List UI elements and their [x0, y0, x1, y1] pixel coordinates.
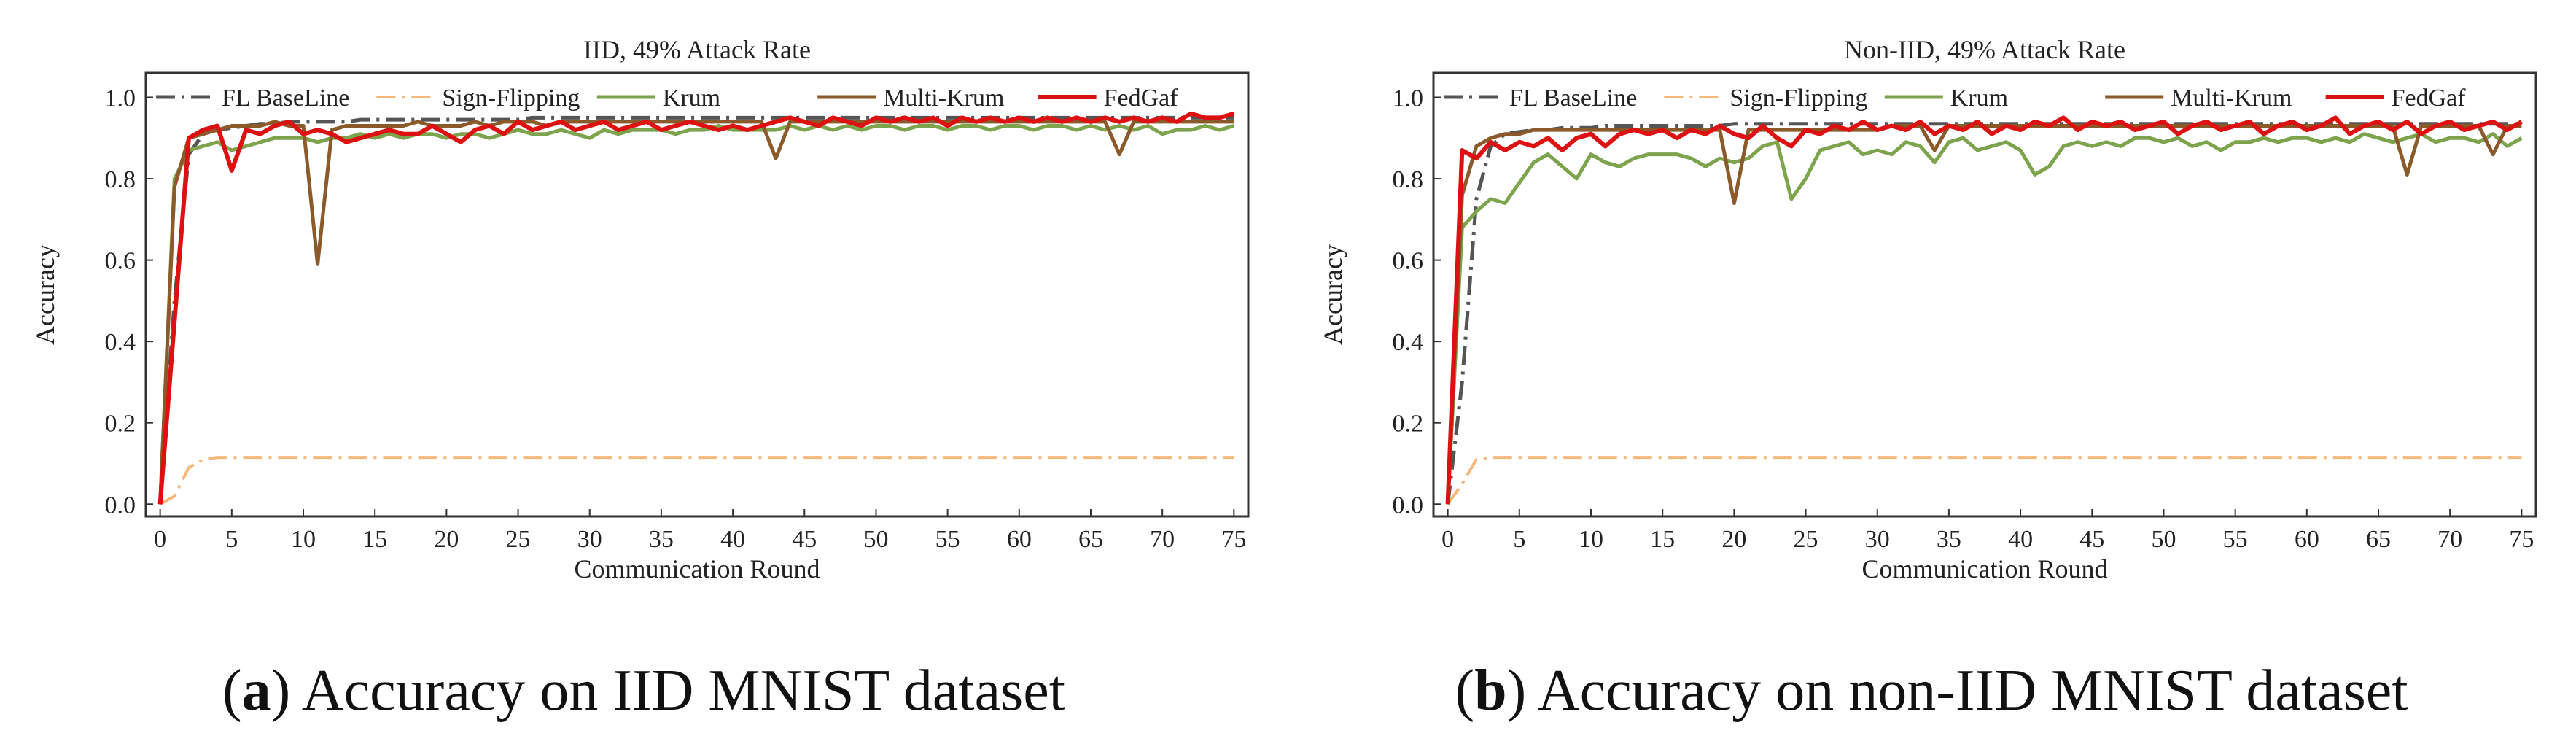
x-tick-label: 25 — [1794, 526, 1818, 553]
caption-text: Accuracy on IID MNIST dataset — [301, 659, 1065, 723]
caption-iid: (a) Accuracy on IID MNIST dataset — [222, 659, 1065, 723]
legend-label: FedGaf — [1104, 85, 1179, 112]
legend-label: Sign-Flipping — [442, 85, 580, 112]
series-line-sign-flipping — [159, 456, 1234, 506]
x-tick-label: 5 — [225, 526, 238, 553]
chart-title: Non-IID, 49% Attack Rate — [1844, 35, 2125, 64]
x-axis-label: Communication Round — [575, 554, 820, 584]
series-line-krum — [158, 124, 1235, 505]
legend-label: Multi-Krum — [2171, 85, 2292, 112]
y-tick-label: 0.8 — [1393, 166, 1424, 193]
plot-frame — [1432, 71, 2537, 518]
y-tick-label: 0.4 — [105, 329, 136, 356]
x-tick-label: 65 — [2366, 526, 2391, 553]
series-line-fl-baseline — [1446, 122, 2522, 505]
y-tick-label: 0.2 — [1393, 411, 1424, 438]
legend: FL BaseLine Sign-Flipping Krum Multi-Krum Fe… — [156, 85, 1178, 112]
series-line-sign-flipping — [1446, 456, 2522, 505]
chart-non-iid: Non-IID, 49% Attack Rate 0 5 10 15 20 25 30 35 40… — [1318, 35, 2537, 584]
x-tick-label: 55 — [2223, 526, 2248, 553]
y-tick-label: 0.6 — [105, 248, 136, 275]
y-tick-label: 1.0 — [1393, 85, 1424, 112]
x-tick-label: 40 — [2008, 526, 2033, 553]
x-tick-label: 10 — [291, 526, 316, 553]
plot-frame — [144, 71, 1250, 518]
x-tick-label: 0 — [1441, 526, 1454, 553]
caption-label: b — [1474, 659, 1507, 723]
series-line-multi-krum — [158, 120, 1234, 505]
x-tick-label: 0 — [154, 526, 166, 553]
x-tick-label: 5 — [1513, 526, 1525, 553]
x-tick-label: 70 — [2437, 526, 2462, 553]
y-tick-label: 0.0 — [1393, 492, 1424, 519]
y-axis-label: Accuracy — [31, 244, 60, 345]
x-tick-label: 50 — [2151, 526, 2176, 553]
caption-non-iid: (b) Accuracy on non-IID MNIST dataset — [1455, 659, 2408, 723]
y-tick-label: 0.0 — [105, 492, 136, 519]
legend-label: Multi-Krum — [883, 85, 1004, 112]
y-tick-label: 0.6 — [1393, 248, 1424, 275]
chart-panel-iid: IID, 49% Attack Rate 0 5 10 15 20 25 30 35 40 45 50… — [31, 35, 1250, 723]
legend: FL BaseLine Sign-Flipping Krum Multi-Krum Fe… — [1444, 85, 2466, 112]
legend-label: FedGaf — [2392, 85, 2467, 112]
legend-label: Krum — [1950, 85, 2008, 112]
x-tick-label: 45 — [792, 526, 817, 553]
x-tick-label: 20 — [1721, 526, 1746, 553]
x-tick-label: 60 — [1007, 526, 1032, 553]
chart-title: IID, 49% Attack Rate — [583, 35, 811, 64]
x-tick-label: 60 — [2295, 526, 2319, 553]
x-tick-label: 75 — [1221, 526, 1246, 553]
x-tick-label: 45 — [2079, 526, 2104, 553]
x-tick-label: 15 — [1650, 526, 1675, 553]
series-line-fl-baseline — [158, 115, 1234, 505]
y-tick-label: 0.4 — [1393, 329, 1424, 356]
series-line-fedgaf — [157, 111, 1235, 505]
x-tick-label: 50 — [863, 526, 888, 553]
x-tick-label: 65 — [1078, 526, 1103, 553]
x-tick-label: 30 — [577, 526, 602, 553]
x-tick-label: 35 — [649, 526, 674, 553]
x-tick-label: 10 — [1579, 526, 1603, 553]
series-line-krum — [1446, 132, 2523, 505]
y-axis-label: Accuracy — [1318, 244, 1347, 345]
x-tick-label: 25 — [506, 526, 531, 553]
x-tick-label: 40 — [720, 526, 745, 553]
legend-label: FL BaseLine — [222, 85, 349, 112]
x-tick-label: 20 — [434, 526, 459, 553]
legend-label: FL BaseLine — [1509, 85, 1637, 112]
y-tick-label: 0.2 — [105, 411, 136, 438]
x-tick-label: 70 — [1150, 526, 1175, 553]
y-tick-label: 0.8 — [105, 166, 136, 193]
x-tick-label: 75 — [2509, 526, 2534, 553]
x-tick-label: 15 — [362, 526, 387, 553]
x-axis-label: Communication Round — [1862, 554, 2108, 584]
chart-panel-non-iid: Non-IID, 49% Attack Rate 0 5 10 15 20 25 30 35 40… — [1288, 0, 2575, 752]
series-line-fedgaf — [1445, 115, 2523, 505]
caption-text: Accuracy on non-IID MNIST dataset — [1537, 659, 2408, 723]
caption-label: a — [241, 659, 271, 723]
series-line-multi-krum — [1446, 124, 2522, 505]
chart-iid: IID, 49% Attack Rate 0 5 10 15 20 25 30 35 40 45 50… — [31, 35, 1250, 584]
y-tick-label: 1.0 — [105, 85, 136, 112]
x-tick-label: 35 — [1937, 526, 1961, 553]
legend-label: Sign-Flipping — [1729, 85, 1867, 112]
x-tick-label: 30 — [1865, 526, 1890, 553]
legend-label: Krum — [663, 85, 720, 112]
x-tick-label: 55 — [935, 526, 960, 553]
